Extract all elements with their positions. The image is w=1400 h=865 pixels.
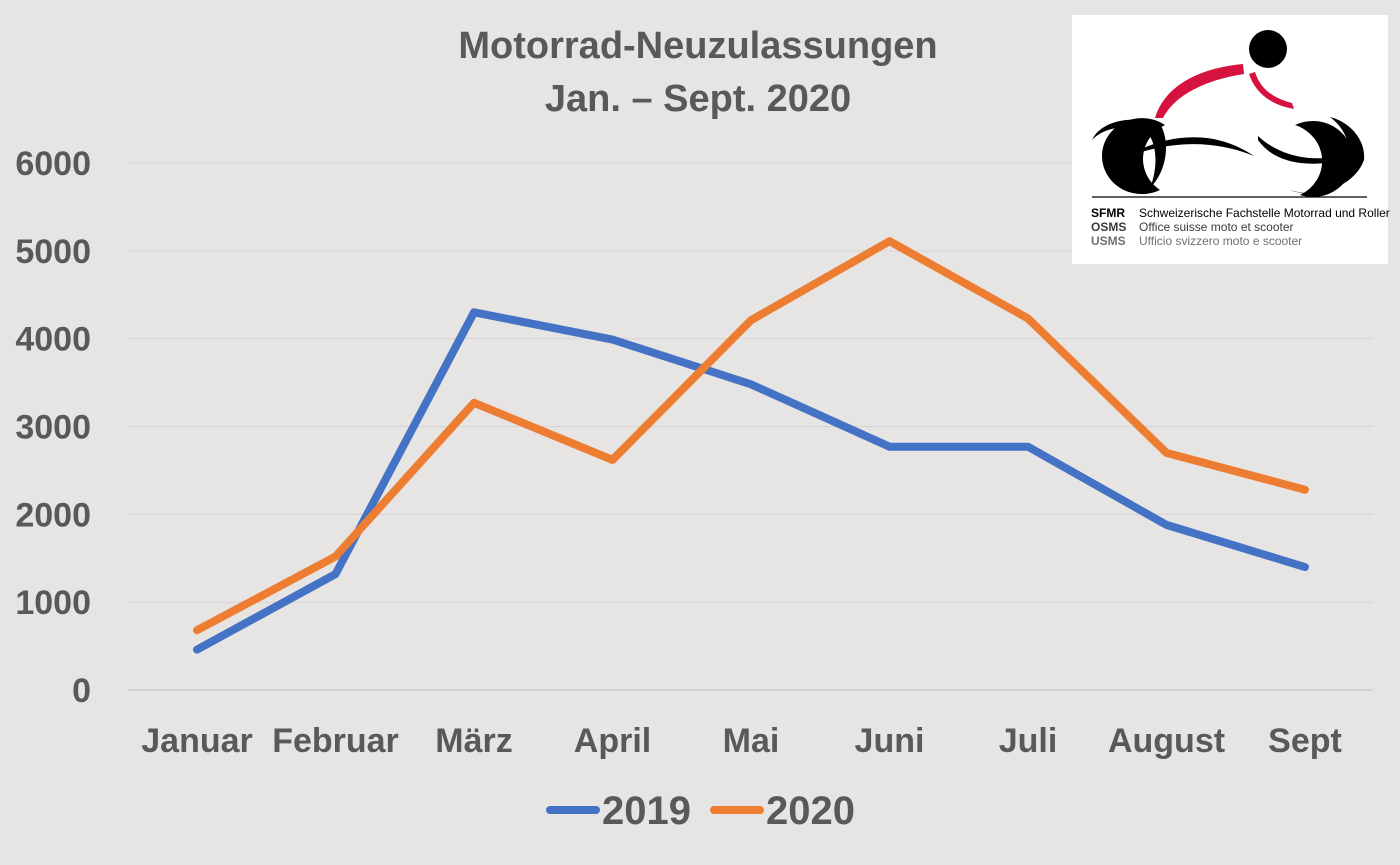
logo-abbr-osms: OSMS [1091, 220, 1126, 234]
x-tick-label: März [435, 722, 512, 760]
x-tick-label: Februar [272, 722, 399, 760]
x-tick-label: Juni [855, 722, 925, 760]
chart-subtitle: Jan. – Sept. 2020 [545, 78, 851, 120]
y-tick-label: 0 [72, 672, 91, 710]
x-axis-ticks: Januar Februar März April Mai Juni Juli August S… [141, 722, 1342, 760]
y-tick-label: 1000 [15, 584, 91, 622]
series-lines [193, 237, 1309, 654]
y-tick-label: 6000 [15, 145, 91, 183]
x-tick-label: Juli [999, 722, 1058, 760]
logo-abbr-usms: USMS [1091, 234, 1126, 248]
x-tick-label: August [1108, 722, 1225, 760]
y-tick-label: 4000 [15, 321, 91, 359]
legend: 2019 2020 [546, 789, 855, 833]
y-tick-label: 5000 [15, 233, 91, 271]
x-tick-label: Sept [1268, 722, 1342, 760]
logo-abbr-sfmr: SFMR [1091, 206, 1125, 220]
series-line-2019 [193, 308, 1309, 654]
y-tick-label: 3000 [15, 409, 91, 447]
x-tick-label: Mai [723, 722, 780, 760]
legend-label-2020: 2020 [766, 789, 855, 833]
y-axis-ticks: 0 1000 2000 3000 4000 5000 6000 [15, 145, 91, 710]
series-line-2020 [193, 237, 1309, 635]
motorcycle-logo-icon [1092, 30, 1367, 198]
x-tick-label: April [574, 722, 651, 760]
gridlines [128, 162, 1373, 691]
logo: SFMR Schweizerische Fachstelle Motorrad … [1072, 15, 1390, 264]
logo-desc-usms: Ufficio svizzero moto e scooter [1139, 234, 1302, 248]
x-tick-label: Januar [141, 722, 253, 760]
legend-label-2019: 2019 [602, 789, 691, 833]
chart-title: Motorrad-Neuzulassungen [458, 25, 937, 67]
logo-desc-osms: Office suisse moto et scooter [1139, 220, 1294, 234]
y-tick-label: 2000 [15, 496, 91, 534]
logo-desc-sfmr: Schweizerische Fachstelle Motorrad und R… [1139, 206, 1390, 220]
